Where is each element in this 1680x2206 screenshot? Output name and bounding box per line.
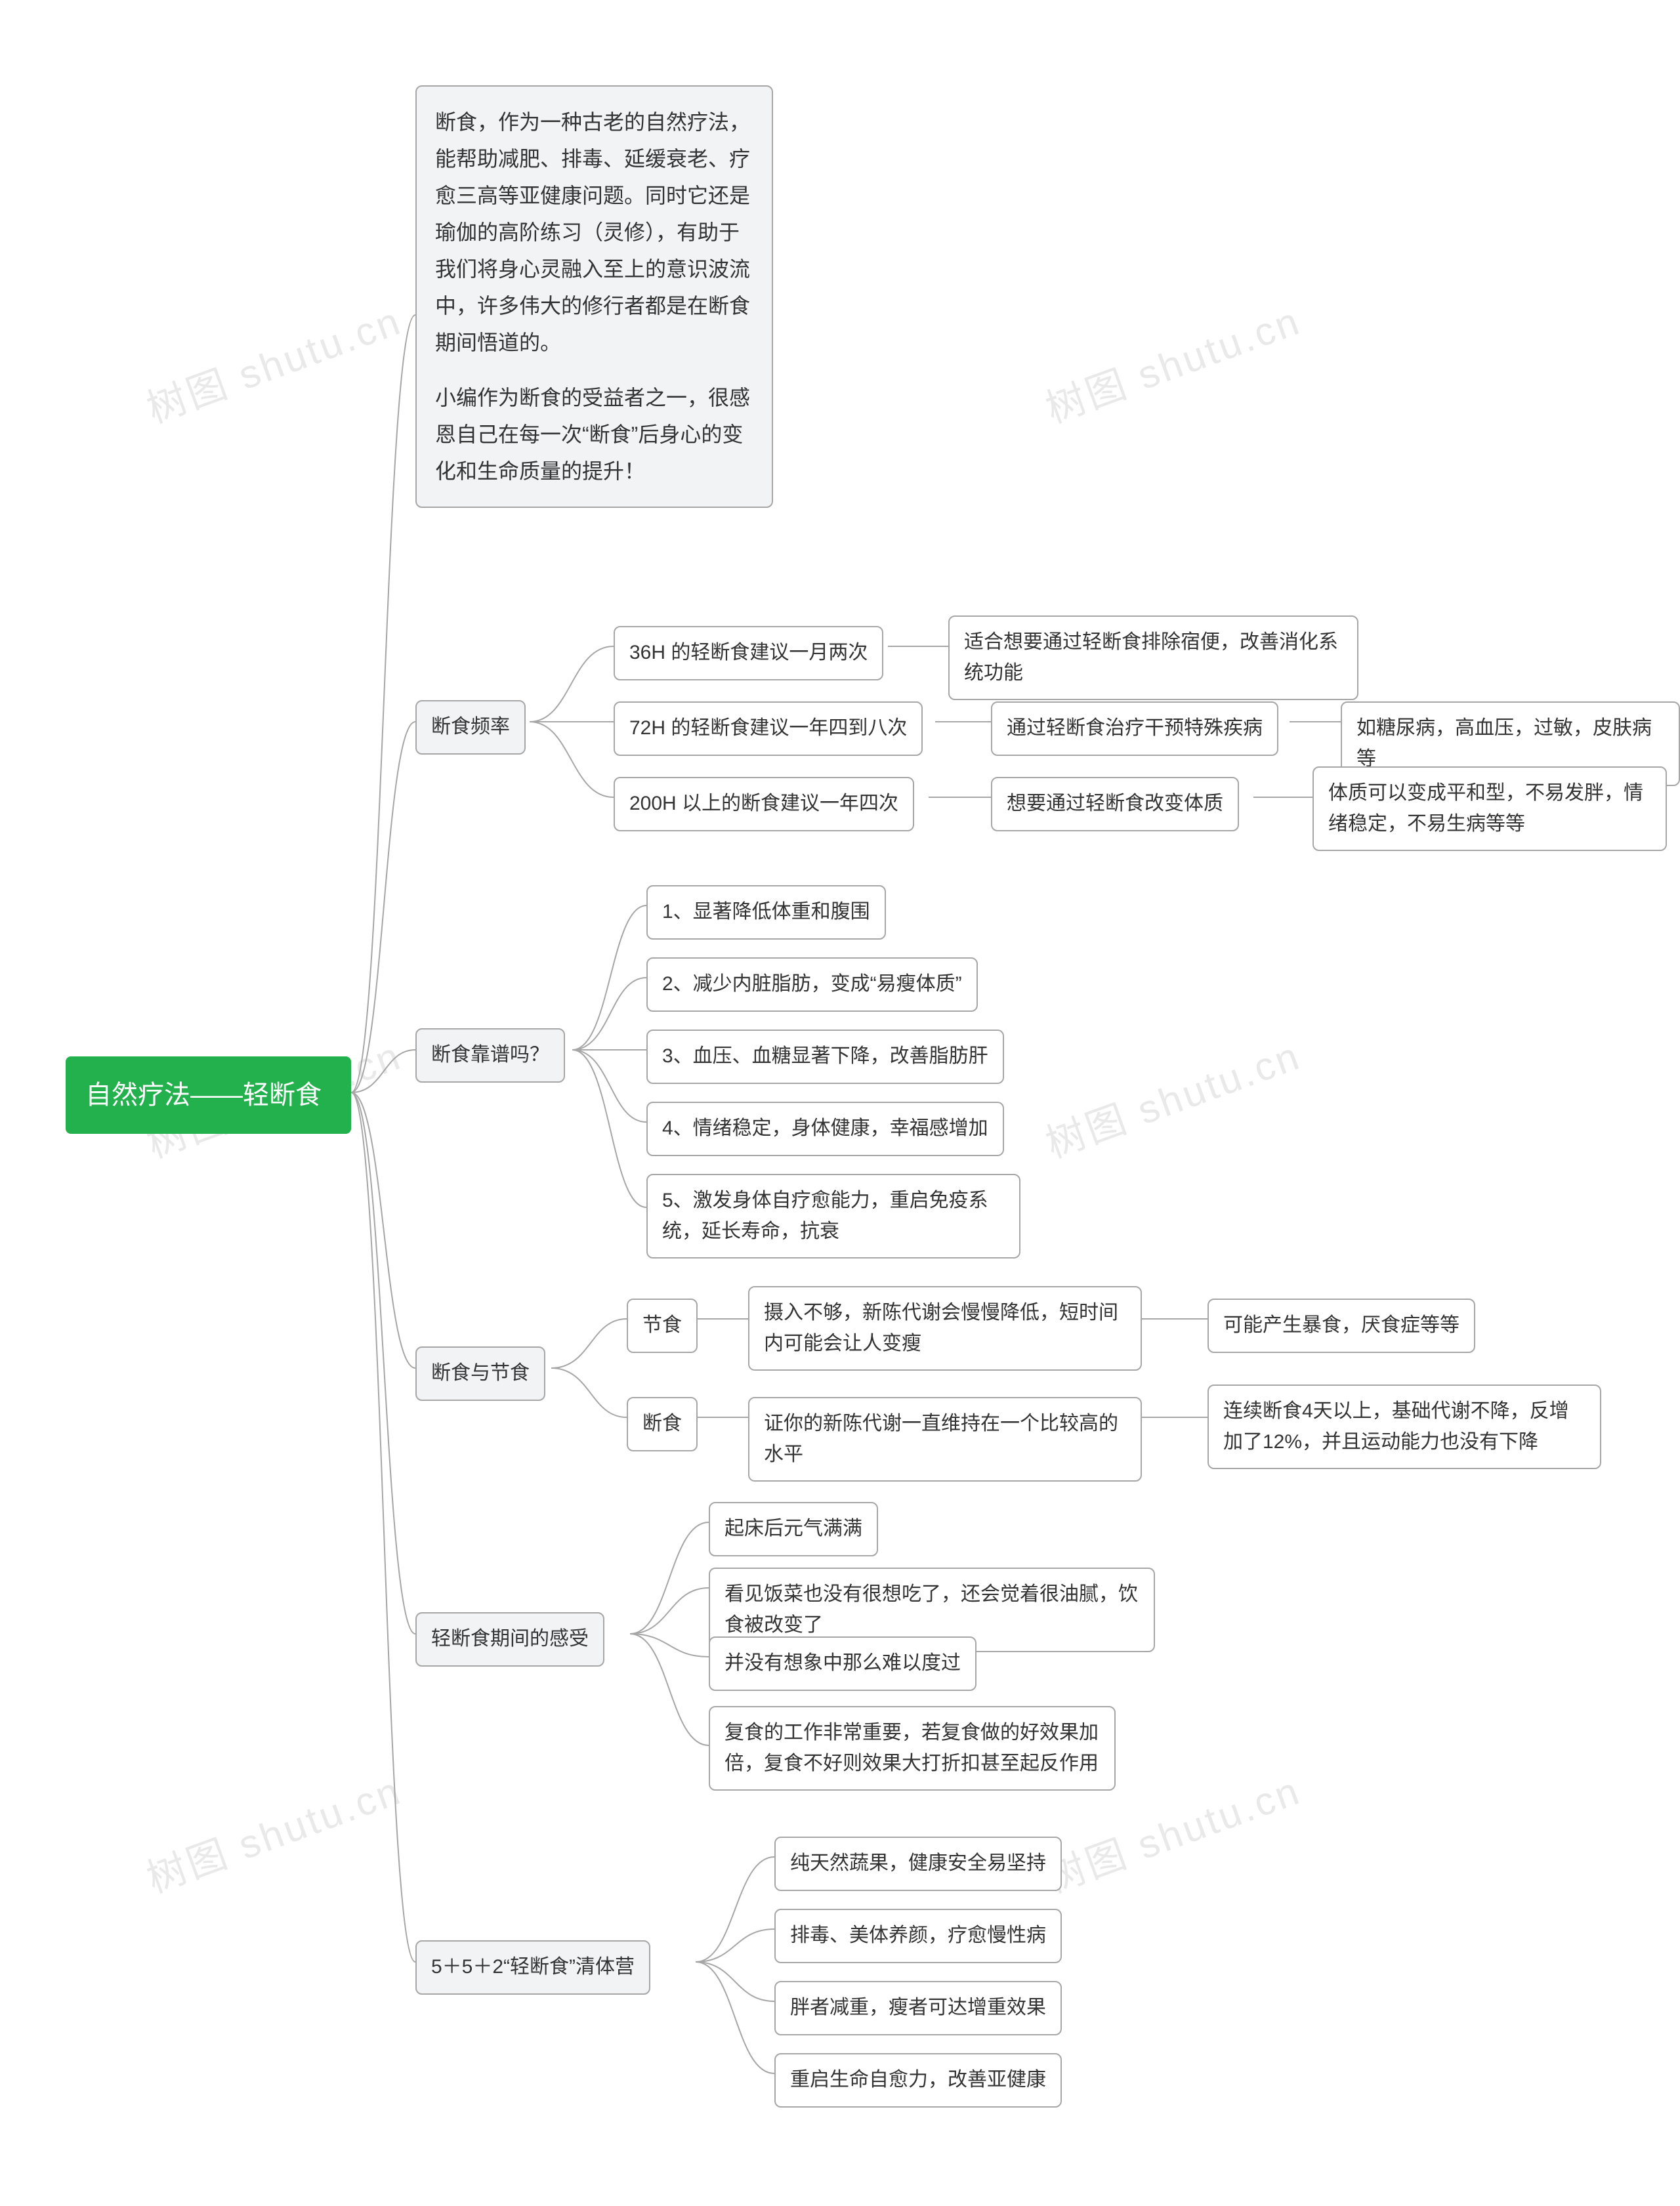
b3-c2[interactable]: 断食 — [627, 1397, 698, 1451]
b2-c5[interactable]: 5、激发身体自疗愈能力，重启免疫系统，延长寿命，抗衰 — [646, 1174, 1020, 1259]
branch-feelings[interactable]: 轻断食期间的感受 — [415, 1612, 604, 1667]
node-label: 1、显著降低体重和腹围 — [662, 901, 870, 923]
node-label: 适合想要通过轻断食排除宿便，改善消化系统功能 — [964, 631, 1338, 684]
b1-c3-d1[interactable]: 想要通过轻断食改变体质 — [991, 777, 1239, 831]
branch-label: 5＋5＋2“轻断食”清体营 — [431, 1956, 635, 1978]
node-label: 2、减少内脏脂肪，变成“易瘦体质” — [662, 973, 962, 995]
node-label: 胖者减重，瘦者可达增重效果 — [790, 1997, 1046, 2018]
b5-c4[interactable]: 重启生命自愈力，改善亚健康 — [774, 2053, 1062, 2108]
b1-c1[interactable]: 36H 的轻断食建议一月两次 — [614, 626, 883, 680]
watermark: 树图 shutu.cn — [138, 1759, 409, 1904]
node-label: 证你的新陈代谢一直维持在一个比较高的水平 — [764, 1413, 1118, 1465]
root-node[interactable]: 自然疗法——轻断食 — [66, 1056, 351, 1134]
node-label: 复食的工作非常重要，若复食做的好效果加倍，复食不好则效果大打折扣甚至起反作用 — [724, 1722, 1099, 1774]
branch-label: 断食频率 — [431, 716, 510, 738]
description-node[interactable]: 断食，作为一种古老的自然疗法，能帮助减肥、排毒、延缓衰老、疗愈三高等亚健康问题。… — [415, 85, 773, 508]
branch-reliable[interactable]: 断食靠谱吗？ — [415, 1028, 565, 1083]
branch-frequency[interactable]: 断食频率 — [415, 700, 526, 755]
node-label: 通过轻断食治疗干预特殊疾病 — [1007, 717, 1263, 739]
b3-c1[interactable]: 节食 — [627, 1299, 698, 1353]
b4-c1[interactable]: 起床后元气满满 — [709, 1502, 878, 1556]
b1-c3[interactable]: 200H 以上的断食建议一年四次 — [614, 777, 914, 831]
b5-c3[interactable]: 胖者减重，瘦者可达增重效果 — [774, 1981, 1062, 2035]
b2-c1[interactable]: 1、显著降低体重和腹围 — [646, 885, 886, 940]
description-paragraph: 小编作为断食的受益者之一，很感恩自己在每一次“断食”后身心的变化和生命质量的提升… — [435, 379, 753, 489]
node-label: 如糖尿病，高血压，过敏，皮肤病等 — [1356, 717, 1652, 770]
b1-c2[interactable]: 72H 的轻断食建议一年四到八次 — [614, 701, 923, 756]
b5-c2[interactable]: 排毒、美体养颜，疗愈慢性病 — [774, 1909, 1062, 1963]
node-label: 摄入不够，新陈代谢会慢慢降低，短时间内可能会让人变瘦 — [764, 1302, 1118, 1354]
watermark: 树图 shutu.cn — [138, 289, 409, 434]
watermark: 树图 shutu.cn — [1037, 1024, 1308, 1169]
node-label: 排毒、美体养颜，疗愈慢性病 — [790, 1925, 1046, 1946]
b2-c2[interactable]: 2、减少内脏脂肪，变成“易瘦体质” — [646, 957, 978, 1012]
node-label: 200H 以上的断食建议一年四次 — [629, 793, 898, 814]
b1-c2-d1[interactable]: 通过轻断食治疗干预特殊疾病 — [991, 701, 1278, 756]
node-label: 并没有想象中那么难以度过 — [724, 1652, 961, 1674]
description-paragraph: 断食，作为一种古老的自然疗法，能帮助减肥、排毒、延缓衰老、疗愈三高等亚健康问题。… — [435, 104, 753, 361]
node-label: 起床后元气满满 — [724, 1518, 862, 1539]
node-label: 连续断食4天以上，基础代谢不降，反增加了12%，并且运动能力也没有下降 — [1223, 1400, 1569, 1453]
node-label: 3、血压、血糖显著下降，改善脂肪肝 — [662, 1045, 988, 1067]
root-label: 自然疗法——轻断食 — [85, 1081, 322, 1110]
branch-label: 轻断食期间的感受 — [431, 1628, 589, 1650]
branch-camp[interactable]: 5＋5＋2“轻断食”清体营 — [415, 1940, 650, 1995]
node-label: 36H 的轻断食建议一月两次 — [629, 642, 868, 663]
b5-c1[interactable]: 纯天然蔬果，健康安全易坚持 — [774, 1837, 1062, 1891]
b3-c1-d1[interactable]: 摄入不够，新陈代谢会慢慢降低，短时间内可能会让人变瘦 — [748, 1286, 1142, 1371]
node-label: 72H 的轻断食建议一年四到八次 — [629, 717, 907, 739]
node-label: 体质可以变成平和型，不易发胖，情绪稳定，不易生病等等 — [1328, 782, 1643, 835]
b1-c1-d1[interactable]: 适合想要通过轻断食排除宿便，改善消化系统功能 — [948, 615, 1358, 700]
node-label: 可能产生暴食，厌食症等等 — [1223, 1314, 1460, 1336]
mindmap-canvas: 树图 shutu.cn 树图 shutu.cn 树图 shutu.cn 树图 s… — [0, 0, 1680, 2206]
node-label: 4、情绪稳定，身体健康，幸福感增加 — [662, 1117, 988, 1139]
node-label: 重启生命自愈力，改善亚健康 — [790, 2069, 1046, 2091]
b2-c3[interactable]: 3、血压、血糖显著下降，改善脂肪肝 — [646, 1030, 1004, 1084]
b4-c3[interactable]: 并没有想象中那么难以度过 — [709, 1636, 976, 1691]
b1-c3-d1-e1[interactable]: 体质可以变成平和型，不易发胖，情绪稳定，不易生病等等 — [1312, 766, 1667, 851]
b2-c4[interactable]: 4、情绪稳定，身体健康，幸福感增加 — [646, 1102, 1004, 1156]
node-label: 看见饭菜也没有很想吃了，还会觉着很油腻，饮食被改变了 — [724, 1583, 1138, 1636]
branch-label: 断食靠谱吗？ — [431, 1044, 549, 1066]
b3-c2-d1[interactable]: 证你的新陈代谢一直维持在一个比较高的水平 — [748, 1397, 1142, 1482]
node-label: 节食 — [642, 1314, 682, 1336]
node-label: 纯天然蔬果，健康安全易坚持 — [790, 1852, 1046, 1874]
b3-c2-d1-e1[interactable]: 连续断食4天以上，基础代谢不降，反增加了12%，并且运动能力也没有下降 — [1208, 1384, 1601, 1469]
b4-c4[interactable]: 复食的工作非常重要，若复食做的好效果加倍，复食不好则效果大打折扣甚至起反作用 — [709, 1706, 1116, 1791]
branch-label: 断食与节食 — [431, 1362, 530, 1384]
b3-c1-d1-e1[interactable]: 可能产生暴食，厌食症等等 — [1208, 1299, 1475, 1353]
branch-vs-diet[interactable]: 断食与节食 — [415, 1346, 545, 1401]
node-label: 想要通过轻断食改变体质 — [1007, 793, 1223, 814]
node-label: 5、激发身体自疗愈能力，重启免疫系统，延长寿命，抗衰 — [662, 1190, 988, 1242]
node-label: 断食 — [642, 1413, 682, 1434]
watermark: 树图 shutu.cn — [1037, 289, 1308, 434]
